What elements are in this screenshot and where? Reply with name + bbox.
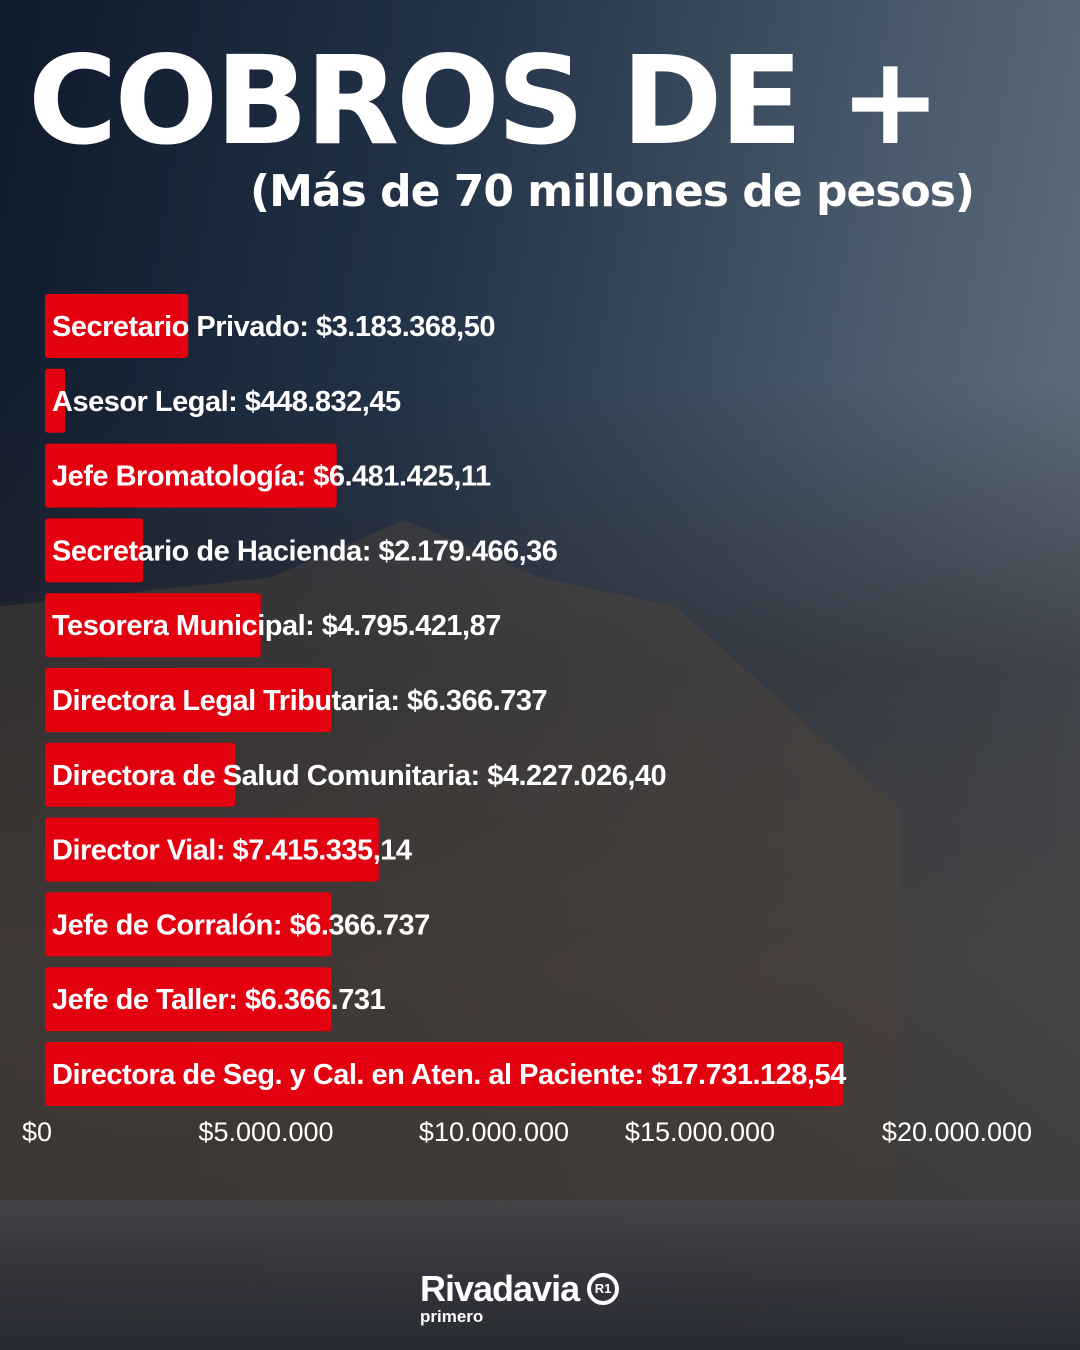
bar (45, 518, 144, 583)
rivadavia-logo: Rivadavia R1 primero (420, 1268, 620, 1326)
bar-label: Secretario Privado: $3.183.368,50 (52, 311, 495, 343)
data-label: $6.366.737 (407, 685, 547, 717)
bar (45, 967, 332, 1032)
bar (45, 368, 66, 433)
bar-label: Tesorera Municipal: $4.795.421,87 (52, 610, 501, 642)
data-label: $3.183.368,50 (316, 311, 495, 343)
page-subtitle: (Más de 70 millones de pesos) (250, 166, 975, 217)
data-label: $448.832,45 (245, 386, 401, 418)
x-tick-label: $5.000.000 (198, 1117, 333, 1147)
bar (45, 1042, 843, 1106)
background-ground (0, 1200, 1080, 1350)
data-label: $2.179.466,36 (378, 535, 557, 567)
bar-label: Secretario de Hacienda: $2.179.466,36 (52, 535, 558, 567)
bar (45, 668, 332, 732)
x-tick-label: $20.000.000 (882, 1117, 1032, 1147)
x-tick-label: $10.000.000 (419, 1117, 569, 1147)
bar (45, 294, 189, 358)
bar-label: Jefe de Corralón: $6.366.737 (52, 909, 430, 941)
bar-label: Directora Legal Tributaria: $6.366.737 (52, 685, 547, 717)
category-label: Directora de Salud Comunitaria: (52, 760, 487, 792)
page-title: COBROS DE + (28, 30, 942, 172)
category-label: Jefe Bromatología: (52, 461, 313, 493)
bar-label: Director Vial: $7.415.335,14 (52, 835, 412, 867)
bar (45, 593, 261, 658)
data-label: $6.481.425,11 (313, 461, 491, 493)
bar (45, 892, 332, 957)
category-label: Jefe de Taller: (52, 984, 245, 1016)
bar (45, 742, 236, 807)
category-label: Director Vial: (52, 835, 233, 867)
bar-label: Jefe Bromatología: $6.481.425,11 (52, 461, 491, 493)
category-label: Tesorera Municipal: (52, 610, 322, 642)
bar-label: Jefe de Taller: $6.366.731 (52, 984, 385, 1016)
data-label: $4.795.421,87 (322, 610, 501, 642)
category-label: Directora Legal Tributaria: (52, 685, 407, 717)
category-label: Jefe de Corralón: (52, 909, 290, 941)
x-tick-label: $0 (22, 1117, 52, 1147)
category-label: Asesor Legal: (52, 386, 245, 418)
data-label: $6.366.731 (245, 984, 386, 1016)
bar (45, 443, 337, 508)
category-label: Directora de Seg. y Cal. en Aten. al Pac… (52, 1059, 651, 1091)
category-label: Secretario Privado: (52, 311, 316, 343)
bar-label: Directora de Seg. y Cal. en Aten. al Pac… (52, 1059, 846, 1091)
data-label: $7.415.335,14 (233, 835, 412, 867)
data-label: $17.731.128,54 (651, 1059, 846, 1091)
bar-label: Asesor Legal: $448.832,45 (52, 386, 401, 418)
logo-sub: primero (420, 1307, 484, 1326)
bar-chart: Secretario Privado: $3.183.368,50 Asesor … (22, 294, 1032, 1147)
logo-name: Rivadavia (420, 1268, 580, 1309)
logo-mark-icon: R1 (587, 1273, 620, 1305)
data-label: $6.366.737 (290, 909, 430, 941)
category-label: Secretario de Hacienda: (52, 535, 378, 567)
x-tick-label: $15.000.000 (625, 1117, 775, 1147)
bar-label: Directora de Salud Comunitaria: $4.227.0… (52, 760, 666, 792)
bar (45, 817, 379, 882)
data-label: $4.227.026,40 (487, 760, 666, 792)
